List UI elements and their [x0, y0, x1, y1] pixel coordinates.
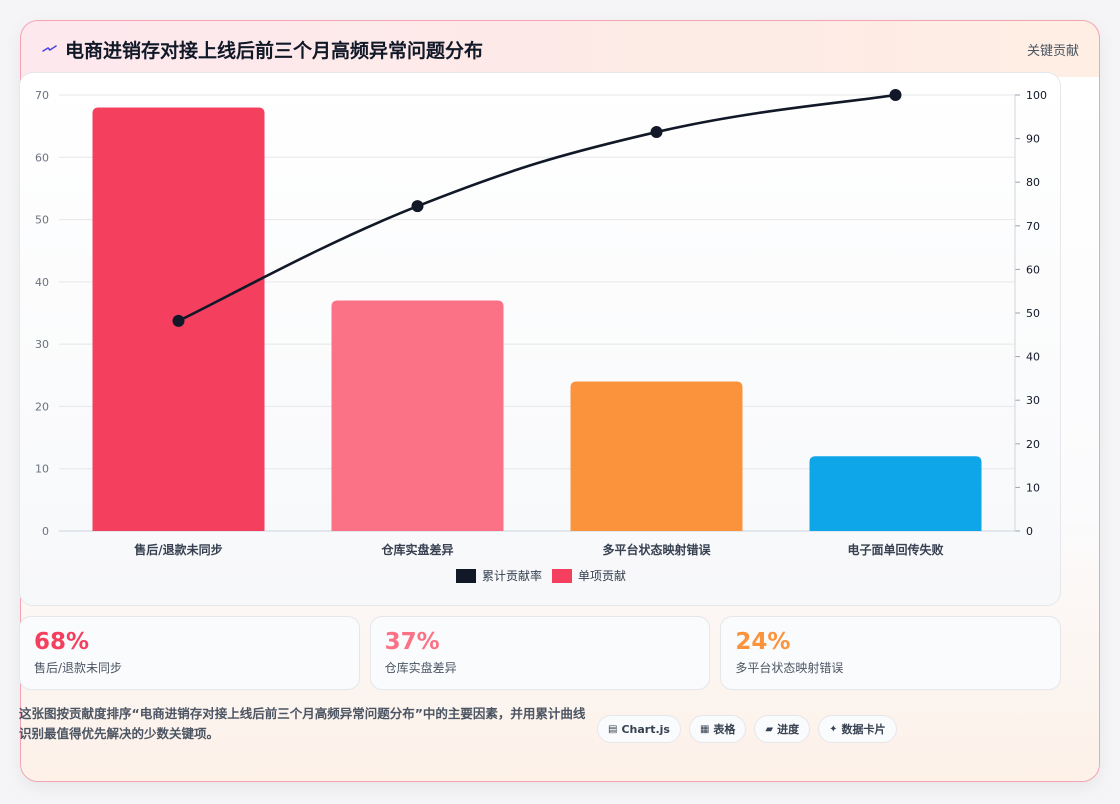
y2-tick-label: 80 [1026, 176, 1040, 189]
legend-swatch-line [456, 569, 476, 583]
chart-icon: ▤ [608, 723, 618, 735]
chip-label: 数据卡片 [841, 723, 886, 736]
y-tick-label: 20 [35, 400, 49, 413]
x-tick-label: 电子面单回传失败 [847, 542, 943, 557]
legend-swatch-bar [552, 569, 572, 583]
chip-chartjs[interactable]: ▤ Chart.js [597, 715, 681, 743]
y-tick-label: 30 [35, 338, 49, 351]
cumulative-point [411, 200, 424, 213]
y2-tick-label: 0 [1026, 525, 1033, 538]
stat-value: 24% [735, 629, 791, 655]
bar [809, 456, 982, 531]
chart-description: 这张图按贡献度排序“电商进销存对接上线后前三个月高频异常问题分布”中的主要因素，… [19, 706, 586, 741]
stat-card: 68% 售后/退款未同步 [19, 616, 360, 690]
y2-tick-label: 30 [1026, 394, 1040, 407]
y2-tick-label: 10 [1026, 481, 1040, 494]
legend-label: 单项贡献 [578, 568, 626, 583]
table-icon: ▦ [699, 723, 710, 735]
y2-tick-label: 100 [1026, 89, 1047, 102]
header-badge: 关键贡献 [1026, 44, 1079, 59]
legend-label: 累计贡献率 [482, 568, 542, 583]
stat-cards: 68% 售后/退款未同步 37% 仓库实盘差异 24% 多平台状态映射错误 [19, 616, 1062, 690]
chip-progress[interactable]: ▰ 进度 [754, 715, 811, 743]
bar [570, 381, 743, 531]
stat-label: 多平台状态映射错误 [735, 661, 844, 675]
chip-label: Chart.js [621, 722, 670, 736]
y2-tick-label: 40 [1026, 351, 1040, 364]
x-tick-label: 售后/退款未同步 [134, 542, 222, 557]
stat-card: 24% 多平台状态映射错误 [720, 616, 1062, 690]
y2-tick-label: 90 [1026, 133, 1040, 146]
y2-tick-label: 60 [1026, 263, 1040, 276]
trend-icon [42, 45, 57, 52]
y2-tick-label: 20 [1026, 438, 1040, 451]
x-tick-label: 多平台状态映射错误 [602, 542, 711, 557]
progress-icon: ▰ [765, 723, 774, 735]
stat-card: 37% 仓库实盘差异 [369, 616, 711, 690]
chart-panel: 0 10 20 30 40 50 60 70 0 10 20 30 40 50 60 70 80 90 100 售后/… [19, 72, 1061, 606]
pareto-chart: 0 10 20 30 40 50 60 70 0 10 20 30 40 50 60 70 80 90 100 售后/… [35, 89, 1047, 583]
tech-chips: ▤ Chart.js ▦ 表格 ▰ 进度 ✦ 数据卡片 [597, 715, 897, 743]
y-tick-label: 10 [35, 463, 49, 476]
bar [331, 300, 504, 531]
stat-label: 售后/退款未同步 [34, 661, 123, 675]
sparkle-icon: ✦ [829, 723, 838, 735]
chip-label: 进度 [777, 723, 800, 736]
y2-tick-label: 70 [1026, 220, 1040, 233]
page-title: 电商进销存对接上线后前三个月高频异常问题分布 [65, 39, 484, 62]
y-tick-label: 60 [35, 151, 49, 164]
cumulative-point [172, 314, 185, 327]
y-tick-label: 50 [35, 214, 49, 227]
chip-label: 表格 [713, 723, 736, 736]
cumulative-point [650, 126, 663, 139]
x-tick-label: 仓库实盘差异 [380, 542, 453, 557]
y-tick-label: 70 [35, 89, 49, 102]
cumulative-point [889, 89, 902, 101]
y-tick-label: 0 [42, 525, 49, 538]
y-tick-label: 40 [35, 276, 49, 289]
cumulative-line [177, 93, 896, 323]
card-header: 电商进销存对接上线后前三个月高频异常问题分布 [21, 21, 1099, 77]
stat-value: 68% [34, 629, 90, 655]
chip-table[interactable]: ▦ 表格 [688, 715, 747, 743]
y2-tick-label: 50 [1026, 307, 1040, 320]
stat-value: 37% [384, 629, 440, 655]
chip-data-card[interactable]: ✦ 数据卡片 [818, 715, 897, 743]
stat-label: 仓库实盘差异 [384, 661, 457, 675]
